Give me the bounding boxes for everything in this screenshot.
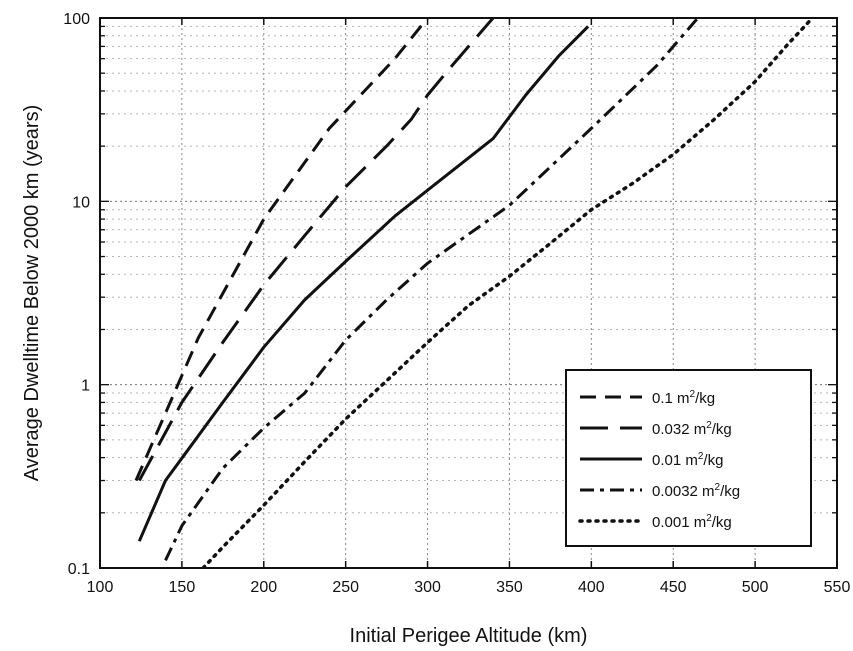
legend-label-3: 0.01 m2/kg	[652, 451, 723, 469]
y-axis-ticks: 0.1 1 10 100	[63, 11, 837, 578]
y-tick-label: 1	[81, 378, 90, 395]
series-line-4	[164, 18, 699, 562]
x-tick-label: 550	[824, 579, 851, 596]
x-tick-label: 150	[169, 579, 196, 596]
legend-label-2: 0.032 m2/kg	[652, 420, 732, 438]
x-tick-label: 400	[578, 579, 605, 596]
y-tick-label: 100	[63, 11, 90, 28]
legend-label-5: 0.001 m2/kg	[652, 513, 732, 531]
x-tick-label: 500	[742, 579, 769, 596]
x-tick-label: 450	[660, 579, 687, 596]
y-axis-title: Average Dwelltime Below 2000 km (years)	[21, 105, 43, 481]
x-tick-label: 300	[414, 579, 441, 596]
x-tick-label: 200	[250, 579, 277, 596]
y-tick-label: 10	[72, 194, 90, 211]
series-line-1	[134, 18, 430, 482]
x-tick-label: 250	[332, 579, 359, 596]
x-tick-label: 100	[87, 579, 114, 596]
x-tick-label: 350	[496, 579, 523, 596]
legend-label-1: 0.1 m2/kg	[652, 389, 715, 407]
series-line-3	[137, 25, 590, 542]
series-line-5	[201, 18, 815, 568]
legend-label-4: 0.0032 m2/kg	[652, 482, 740, 500]
plot-frame	[99, 17, 838, 569]
x-axis-title: Initial Perigee Altitude (km)	[350, 625, 588, 647]
series-layer	[134, 18, 815, 568]
x-axis-ticks: 100 150 200 250 300 350 400 450 500 550	[87, 18, 851, 596]
legend: 0.1 m2/kg 0.032 m2/kg 0.01 m2/kg 0.0032 m2/…	[565, 369, 812, 547]
y-tick-label: 0.1	[68, 561, 90, 578]
series-line-2	[137, 18, 495, 482]
